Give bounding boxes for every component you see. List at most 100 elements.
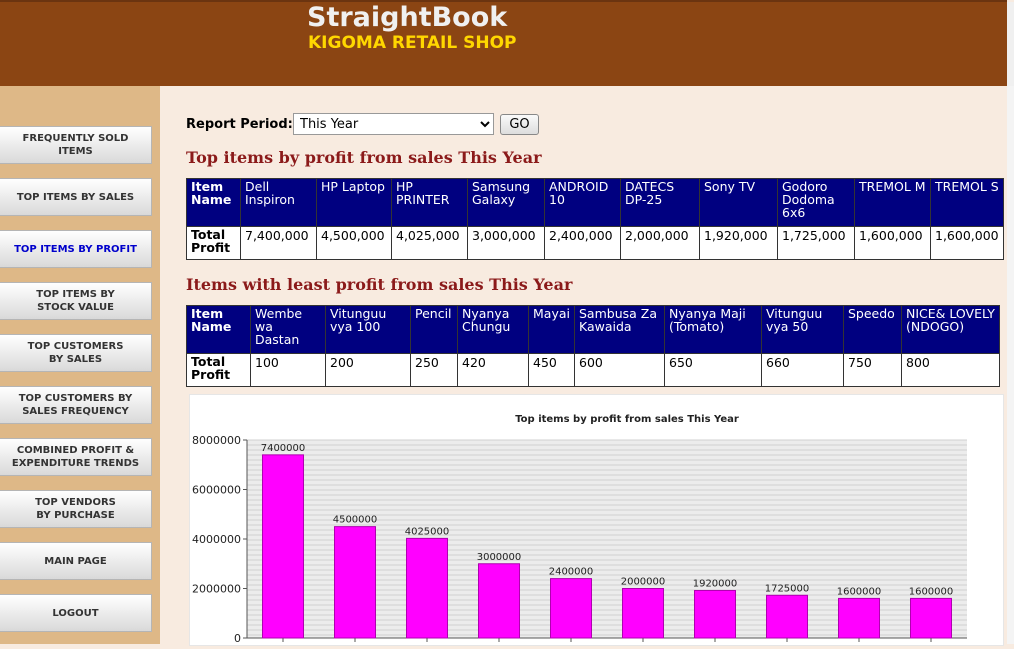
report-period-label: Report Period:: [186, 117, 293, 132]
nav-button-label: TOP CUSTOMERS: [27, 341, 124, 352]
item-name-cell: TREMOL M: [854, 178, 931, 227]
item-name-cell: ANDROID 10: [544, 178, 621, 227]
item-name-cell: Speedo: [843, 305, 902, 354]
nav-button-label: TOP VENDORS: [35, 497, 116, 508]
item-name-cell: Vitunguu vya 50: [761, 305, 844, 354]
app-title: StraightBook: [307, 2, 508, 33]
nav-button-label: BY PURCHASE: [36, 510, 115, 521]
total-profit-cell: 4,025,000: [391, 226, 468, 260]
item-name-cell: Wembe wa Dastan: [250, 305, 326, 354]
nav-top-vendors-by-purchase-button[interactable]: TOP VENDORS BY PURCHASE: [0, 490, 152, 528]
y-tick-label: 6000000: [192, 484, 241, 497]
chart-title: Top items by profit from sales This Year: [515, 414, 739, 425]
nav-button-label: EXPENDITURE TRENDS: [11, 458, 140, 469]
nav-button-label: STOCK VALUE: [37, 302, 114, 313]
nav-button-label: MAIN PAGE: [44, 555, 107, 567]
item-name-cell: Nyanya Maji (Tomato): [664, 305, 762, 354]
bar-value-label: 4025000: [405, 526, 450, 537]
header-line: Item: [191, 306, 224, 321]
bar-value-label: 1725000: [765, 583, 810, 594]
app-header: StraightBook KIGOMA RETAIL SHOP: [0, 0, 1014, 88]
bar: [838, 597, 880, 639]
bar: [766, 594, 808, 639]
nav-main-page-button[interactable]: MAIN PAGE: [0, 542, 152, 580]
bar: [406, 537, 448, 639]
shop-name: KIGOMA RETAIL SHOP: [308, 33, 517, 53]
header-line: Item: [191, 179, 224, 194]
item-name-cell: Sambusa Za Kawaida: [574, 305, 665, 354]
total-profit-cell: 600: [574, 353, 665, 387]
bar-value-label: 1600000: [909, 586, 954, 597]
total-profit-cell: 1,600,000: [930, 226, 1004, 260]
item-name-cell: HP PRINTER: [391, 178, 468, 227]
item-name-row: Item Name Dell Inspiron HP Laptop HP PRINTER…: [186, 178, 1004, 227]
item-name-cell: Nyanya Chungu: [457, 305, 529, 354]
y-tick-label: 4000000: [192, 533, 241, 546]
nav-button-label: TOP CUSTOMERS BY: [18, 393, 133, 404]
bar-value-label: 3000000: [477, 552, 522, 563]
total-profit-cell: 200: [325, 353, 411, 387]
nav-frequently-sold-button[interactable]: FREQUENTLY SOLD ITEMS: [0, 126, 152, 164]
nav-combined-profit-expenditure-button[interactable]: COMBINED PROFIT & EXPENDITURE TRENDS: [0, 438, 152, 476]
item-name-cell: Sony TV: [699, 178, 778, 227]
window-edge-right: [1007, 86, 1014, 644]
bar: [550, 578, 592, 639]
bar-value-label: 1920000: [693, 578, 738, 589]
window-edge: [1007, 2, 1014, 88]
total-profit-row: Total Profit 100 200 250 420 450 600 650 660 750 80…: [186, 353, 1000, 387]
nav-top-items-by-profit-button[interactable]: TOP ITEMS BY PROFIT: [0, 230, 152, 268]
nav-button-label: ITEMS: [58, 146, 93, 157]
item-name-row: Item Name Wembe wa Dastan Vitunguu vya 100 P…: [186, 305, 1000, 354]
total-profit-cell: 1,600,000: [854, 226, 931, 260]
item-name-cell: NICE& LOVELY (NDOGO): [901, 305, 1000, 354]
nav-button-label: TOP ITEMS BY PROFIT: [14, 243, 137, 255]
total-profit-cell: 3,000,000: [467, 226, 545, 260]
total-profit-header: Total Profit: [186, 353, 251, 387]
bar: [910, 597, 952, 639]
go-button[interactable]: GO: [500, 114, 539, 135]
total-profit-cell: 420: [457, 353, 529, 387]
header-line: Name: [191, 319, 232, 334]
nav-top-items-by-sales-button[interactable]: TOP ITEMS BY SALES: [0, 178, 152, 216]
bar: [622, 588, 664, 639]
nav-top-customers-by-sales-button[interactable]: TOP CUSTOMERS BY SALES: [0, 334, 152, 372]
nav-logout-button[interactable]: LOGOUT: [0, 594, 152, 632]
nav-button-label: TOP ITEMS BY: [36, 289, 115, 300]
item-name-cell: Mayai: [528, 305, 575, 354]
least-profit-table: Item Name Wembe wa Dastan Vitunguu vya 100 P…: [186, 305, 1000, 387]
header-line: Profit: [191, 240, 231, 255]
header-line: Name: [191, 192, 232, 207]
total-profit-cell: 1,725,000: [777, 226, 855, 260]
nav-button-label: TOP ITEMS BY SALES: [16, 191, 135, 203]
profit-chart: Top items by profit from sales This Year…: [189, 394, 1004, 646]
total-profit-cell: 7,400,000: [240, 226, 317, 260]
report-period-select[interactable]: This Year: [293, 113, 494, 135]
main-content: Report Period: This Year GO Top items by…: [160, 86, 1007, 646]
header-line: Total: [191, 227, 226, 242]
item-name-cell: Dell Inspiron: [240, 178, 317, 227]
bar-value-label: 2000000: [621, 577, 666, 588]
nav-top-customers-by-sales-frequency-button[interactable]: TOP CUSTOMERS BY SALES FREQUENCY: [0, 386, 152, 424]
bar: [262, 454, 304, 639]
item-name-cell: DATECS DP-25: [620, 178, 700, 227]
total-profit-cell: 250: [410, 353, 458, 387]
nav-button-label: FREQUENTLY SOLD: [22, 133, 129, 144]
y-tick-label: 0: [234, 632, 241, 645]
nav-button-label: SALES FREQUENCY: [22, 406, 129, 417]
item-name-cell: Vitunguu vya 100: [325, 305, 411, 354]
bar: [478, 563, 520, 639]
total-profit-cell: 660: [761, 353, 844, 387]
item-name-cell: Godoro Dodoma 6x6: [777, 178, 855, 227]
total-profit-cell: 650: [664, 353, 762, 387]
y-tick-label: 2000000: [192, 583, 241, 596]
nav-top-items-by-stock-value-button[interactable]: TOP ITEMS BY STOCK VALUE: [0, 282, 152, 320]
total-profit-cell: 1,920,000: [699, 226, 778, 260]
item-name-header: Item Name: [186, 305, 251, 354]
total-profit-cell: 800: [901, 353, 1000, 387]
item-name-cell: HP Laptop: [316, 178, 392, 227]
total-profit-cell: 2,400,000: [544, 226, 621, 260]
header-line: Profit: [191, 367, 231, 382]
bar-value-label: 4500000: [333, 515, 378, 526]
sidebar: FREQUENTLY SOLD ITEMS TOP ITEMS BY SALES TO…: [0, 86, 160, 644]
least-profit-title: Items with least profit from sales This …: [186, 275, 573, 294]
